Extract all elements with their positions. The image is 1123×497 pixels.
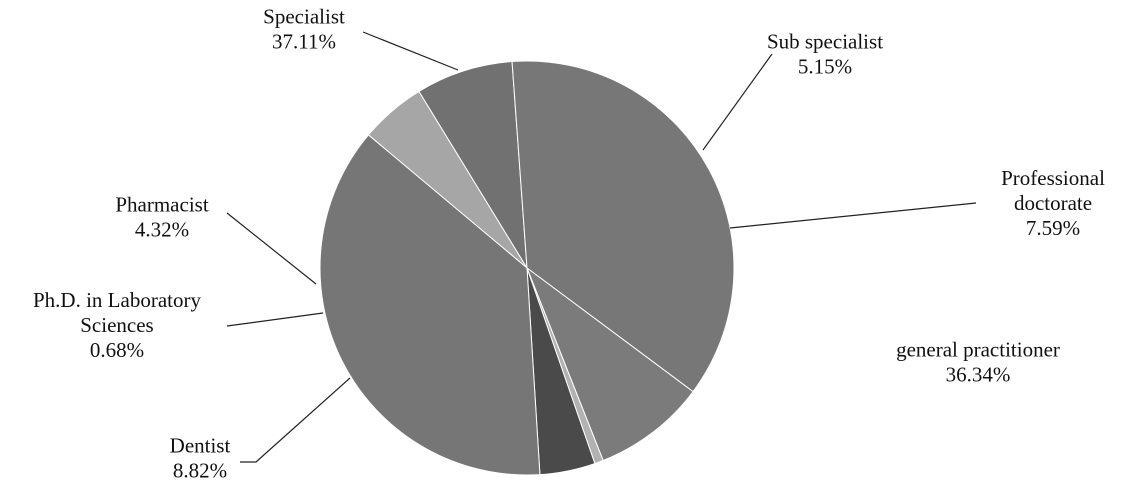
leader-line-phd-lab xyxy=(226,312,324,327)
pie-slice-specialist xyxy=(319,134,541,476)
slice-label-general-prac-name-0: general practitioner xyxy=(896,338,1060,362)
slice-label-dentist-value: 8.82% xyxy=(173,459,227,483)
slice-label-pharmacist-name-0: Pharmacist xyxy=(115,193,208,217)
slice-label-prof-doctorate-name-1: doctorate xyxy=(1014,191,1092,215)
leader-line-specialist xyxy=(362,31,459,71)
slice-label-general-prac-value: 36.34% xyxy=(946,363,1011,387)
slice-label-phd-lab-value: 0.68% xyxy=(90,338,144,362)
slice-label-specialist-value: 37.11% xyxy=(272,30,336,54)
pie-slice-dentist xyxy=(525,266,694,462)
slice-label-prof-doctorate-value: 7.59% xyxy=(1026,216,1080,240)
pie-slices xyxy=(319,60,735,476)
leader-line-prof-doctorate xyxy=(729,202,977,229)
pie-slice-general-prac xyxy=(511,60,735,393)
slice-label-phd-lab-name-1: Sciences xyxy=(80,313,153,337)
slice-label-prof-doctorate-name-0: Professional xyxy=(1001,166,1105,190)
slice-label-sub-specialist-name-0: Sub specialist xyxy=(767,30,883,54)
leader-line-dentist xyxy=(240,377,351,463)
slice-label-specialist-name-0: Specialist xyxy=(263,5,345,29)
leader-line-sub-specialist xyxy=(702,53,773,151)
slice-label-phd-lab-name-0: Ph.D. in Laboratory xyxy=(33,288,201,312)
slice-label-pharmacist-value: 4.32% xyxy=(135,218,189,242)
slice-label-sub-specialist-value: 5.15% xyxy=(798,55,852,79)
leader-line-pharmacist xyxy=(226,212,317,285)
pie-slice-prof-doctorate xyxy=(418,61,528,269)
slice-label-dentist-name-0: Dentist xyxy=(170,434,231,458)
